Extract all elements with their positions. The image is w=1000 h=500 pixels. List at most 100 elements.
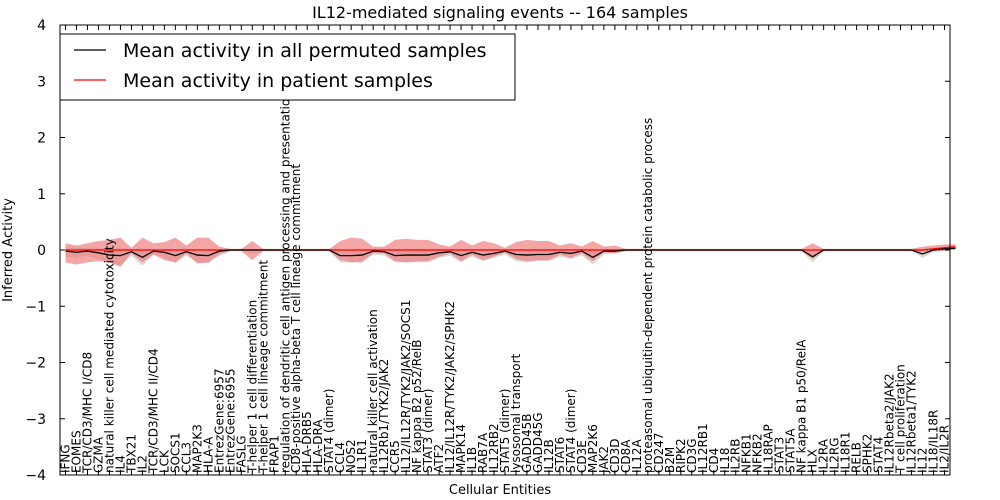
- x-tick-label: HLA-A: [201, 436, 215, 473]
- y-tick-label: 3: [37, 74, 46, 90]
- x-tick-label: proteasomal ubiquitin-dependent protein …: [641, 118, 655, 473]
- x-tick-label: IL12RB1: [696, 423, 710, 473]
- x-tick-label: lysosomal transport: [509, 353, 523, 473]
- x-tick-label: CCR5: [388, 440, 402, 473]
- legend-label-patient: Mean activity in patient samples: [123, 70, 433, 92]
- x-tick-label: HLX: [806, 449, 820, 473]
- x-tick-label: CD4: [707, 448, 721, 473]
- x-tick-label: IL2: [135, 455, 149, 473]
- x-tick-label: CCL3: [179, 442, 193, 473]
- x-tick-label: FRAP1: [267, 435, 281, 473]
- y-tick-label: −1: [25, 299, 46, 315]
- y-tick-label: 1: [37, 187, 46, 203]
- x-tick-label: HLA-DRA: [311, 419, 325, 473]
- x-tick-label: RIPK2: [674, 438, 688, 473]
- plot-frame: [59, 24, 951, 476]
- x-tick-label: CD3G: [685, 438, 699, 473]
- legend-box: [59, 33, 516, 101]
- x-tick-label: IL1R1: [355, 439, 369, 473]
- x-tick-label: IL18R1: [839, 432, 853, 473]
- x-tick-label: T-helper 1 cell lineage commitment: [256, 260, 270, 474]
- x-tick-label: IL4: [113, 455, 127, 473]
- x-tick-label: STAT5A: [784, 428, 798, 473]
- x-tick-label: MAP2K6: [586, 424, 600, 473]
- x-tick-label: NF kappa B1 p50/RelA: [795, 339, 809, 473]
- x-tick-label: MAPK14: [454, 424, 468, 473]
- x-tick-label: IL12/IL12R/TYK2/JAK2/SOCS1: [399, 300, 413, 473]
- x-tick-label: ATF2: [432, 444, 446, 473]
- x-tick-label: IL12Rbeta2/JAK2: [883, 373, 897, 473]
- x-tick-label: IL12/IL12R/TYK2/JAK2/SPHK2: [443, 301, 457, 473]
- x-tick-label: TCR/CD3/MHC I/CD8: [80, 352, 94, 474]
- x-tick-label: IL2/IL2R: [938, 425, 952, 473]
- x-tick-label: B2M: [663, 447, 677, 473]
- x-tick-label: GADD45B: [520, 414, 534, 474]
- x-tick-label: T-helper 1 cell differentiation: [245, 300, 259, 474]
- x-tick-label: JAK2: [597, 446, 611, 474]
- x-tick-label: CD3E: [575, 440, 589, 473]
- x-tick-label: CCL4: [333, 442, 347, 473]
- x-tick-label: natural killer cell mediated cytotoxicit…: [102, 238, 116, 473]
- x-tick-label: SPHK2: [861, 434, 875, 473]
- legend-label-permuted: Mean activity in all permuted samples: [123, 40, 486, 62]
- x-tick-label: SOCS1: [168, 432, 182, 473]
- x-tick-label: FASLG: [234, 435, 248, 473]
- x-tick-label: STAT4 (dimer): [322, 389, 336, 473]
- x-tick-label: GZMA: [91, 436, 105, 473]
- x-tick-label: STAT3: [773, 437, 787, 473]
- y-tick-label: 2: [37, 131, 46, 147]
- y-tick-label: 4: [37, 18, 46, 34]
- x-tick-label: IL2RA: [817, 438, 831, 473]
- x-tick-label: STAT4 (dimer): [564, 389, 578, 473]
- x-tick-label: IL18RAP: [762, 424, 776, 473]
- chart-title: IL12-mediated signaling events -- 164 sa…: [312, 3, 688, 22]
- x-tick-label: TCR/CD3/MHC II/CD4: [146, 348, 160, 474]
- x-tick-label: natural killer cell activation: [366, 309, 380, 473]
- x-tick-label: GADD45G: [531, 412, 545, 473]
- x-tick-label: CD8A: [619, 439, 633, 473]
- x-tick-label: NF kappa B2 p52/RelB: [410, 339, 424, 473]
- x-tick-label: STAT4: [872, 437, 886, 473]
- y-tick-label: 0: [37, 243, 46, 259]
- x-tick-label: EntrezGene:6955: [223, 369, 237, 474]
- x-tick-label: IL18: [718, 447, 732, 473]
- x-tick-label: STAT5 (dimer): [498, 389, 512, 473]
- x-tick-label: EntrezGene:6957: [212, 368, 226, 473]
- y-tick-label: −3: [25, 412, 46, 428]
- x-tick-label: RELB: [850, 442, 864, 473]
- y-tick-label: −4: [25, 468, 46, 484]
- x-tick-label: NFKB1: [740, 433, 754, 473]
- x-tick-label: EOMES: [69, 430, 83, 473]
- axis-ticks: 4 3 2 1 0 −1 −2 −3 −4: [25, 18, 950, 484]
- legend: Mean activity in all permuted samples Me…: [59, 33, 516, 101]
- x-tick-label: TBX21: [124, 434, 138, 474]
- x-tick-label: NFKB2: [751, 433, 765, 473]
- x-tick-label: IL1B: [465, 447, 479, 473]
- x-tick-label: IL18/IL18R: [927, 410, 941, 473]
- x-tick-label: CD8-positive alpha-beta T cell lineage c…: [289, 164, 303, 473]
- x-tick-label: IL2RB: [729, 439, 743, 473]
- x-tick-label: MAP2K3: [190, 424, 204, 473]
- x-tick-label: IL12A: [630, 439, 644, 473]
- x-tick-label: IL12Rb1/TYK2/JAK2: [377, 359, 391, 473]
- permuted-band: [65, 246, 956, 266]
- x-tick-label: CD247: [652, 432, 666, 473]
- permuted-mean-line: [65, 247, 956, 259]
- x-tick-label: IL2RG: [828, 438, 842, 474]
- patient-mean-line: [65, 245, 956, 251]
- x-tick-label: IL12RB2: [487, 423, 501, 473]
- series-lines: [60, 245, 956, 259]
- x-tick-label: NOS2: [344, 439, 358, 473]
- x-tick-label: HLA-DRB5: [300, 411, 314, 473]
- x-tick-label: LCK: [157, 449, 171, 473]
- x-tick-label: CD3D: [608, 439, 622, 474]
- x-tick-label: IFNG: [58, 444, 72, 473]
- x-tick-label: STAT6: [553, 437, 567, 473]
- x-axis-label: Cellular Entities: [449, 483, 551, 498]
- x-tick-label: IL12B: [542, 439, 556, 473]
- x-tick-label: regulation of dendritic cell antigen pro…: [278, 91, 292, 473]
- x-tick-label: IL12: [916, 447, 930, 473]
- x-tick-label: T cell proliferation: [894, 364, 908, 474]
